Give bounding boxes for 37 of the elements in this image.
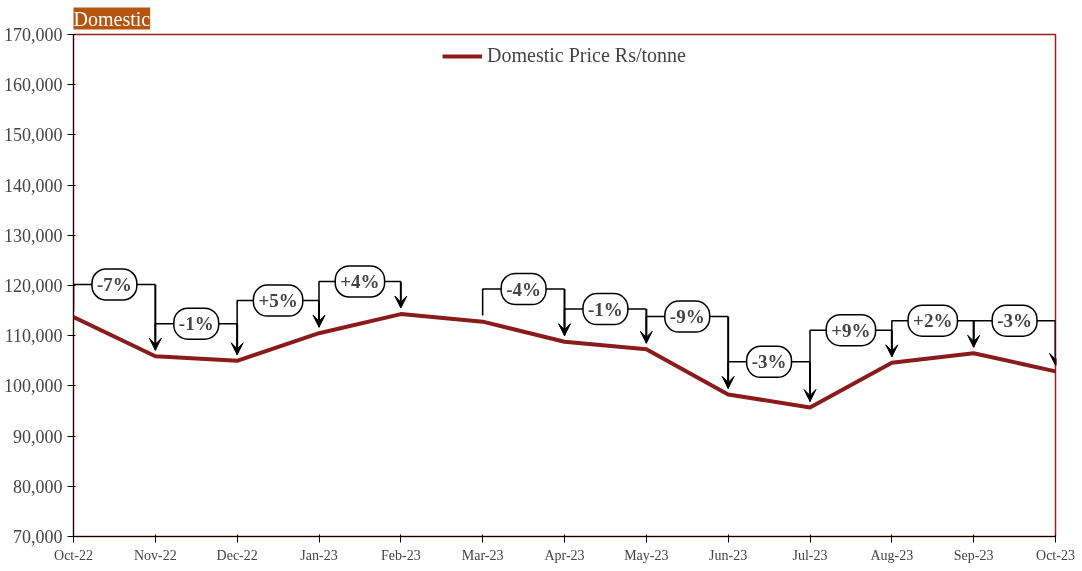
y-tick-label: 160,000 (4, 75, 63, 96)
annotation: -3% (751, 351, 787, 373)
y-tick-label: 150,000 (4, 125, 63, 146)
y-tick-label: 140,000 (4, 175, 63, 196)
x-tick-label: Jul-23 (792, 547, 828, 563)
annotation: -9% (669, 306, 705, 328)
annotation: -1% (178, 313, 214, 335)
annotation: +2% (913, 310, 953, 332)
annotation: -3% (997, 310, 1032, 332)
x-tick-label: Feb-23 (381, 547, 421, 563)
chart-title: Domestic (73, 7, 151, 30)
y-tick-label: 120,000 (4, 276, 63, 296)
x-tick-label: Dec-22 (216, 547, 258, 563)
x-tick-label: Nov-22 (133, 547, 177, 563)
y-tick-label: 70,000 (13, 527, 63, 547)
x-tick-label: Oct-22 (54, 547, 93, 563)
x-tick-label: Oct-23 (1036, 547, 1075, 563)
y-tick-label: 170,000 (4, 25, 63, 45)
x-tick-label: Mar-23 (461, 547, 504, 563)
x-tick-label: Aug-23 (870, 547, 914, 563)
annotation: -1% (588, 298, 623, 320)
annotation: -7% (97, 274, 132, 295)
legend-label: Domestic Price Rs/tonne (487, 44, 686, 67)
x-tick-label: Jan-23 (300, 547, 338, 563)
annotation: -4% (506, 278, 541, 300)
y-tick-label: 90,000 (13, 426, 63, 447)
y-tick-label: 130,000 (4, 225, 63, 246)
annotation: +9% (831, 319, 871, 341)
x-tick-label: May-23 (624, 547, 669, 563)
y-tick-label: 100,000 (4, 376, 63, 397)
annotation: +4% (340, 270, 380, 292)
y-tick-label: 80,000 (13, 476, 63, 497)
x-tick-label: Sep-23 (953, 547, 994, 563)
annotation: +5% (258, 290, 298, 312)
x-tick-label: Jun-23 (709, 547, 748, 563)
y-tick-label: 110,000 (4, 326, 63, 347)
x-tick-label: Apr-23 (544, 547, 585, 563)
